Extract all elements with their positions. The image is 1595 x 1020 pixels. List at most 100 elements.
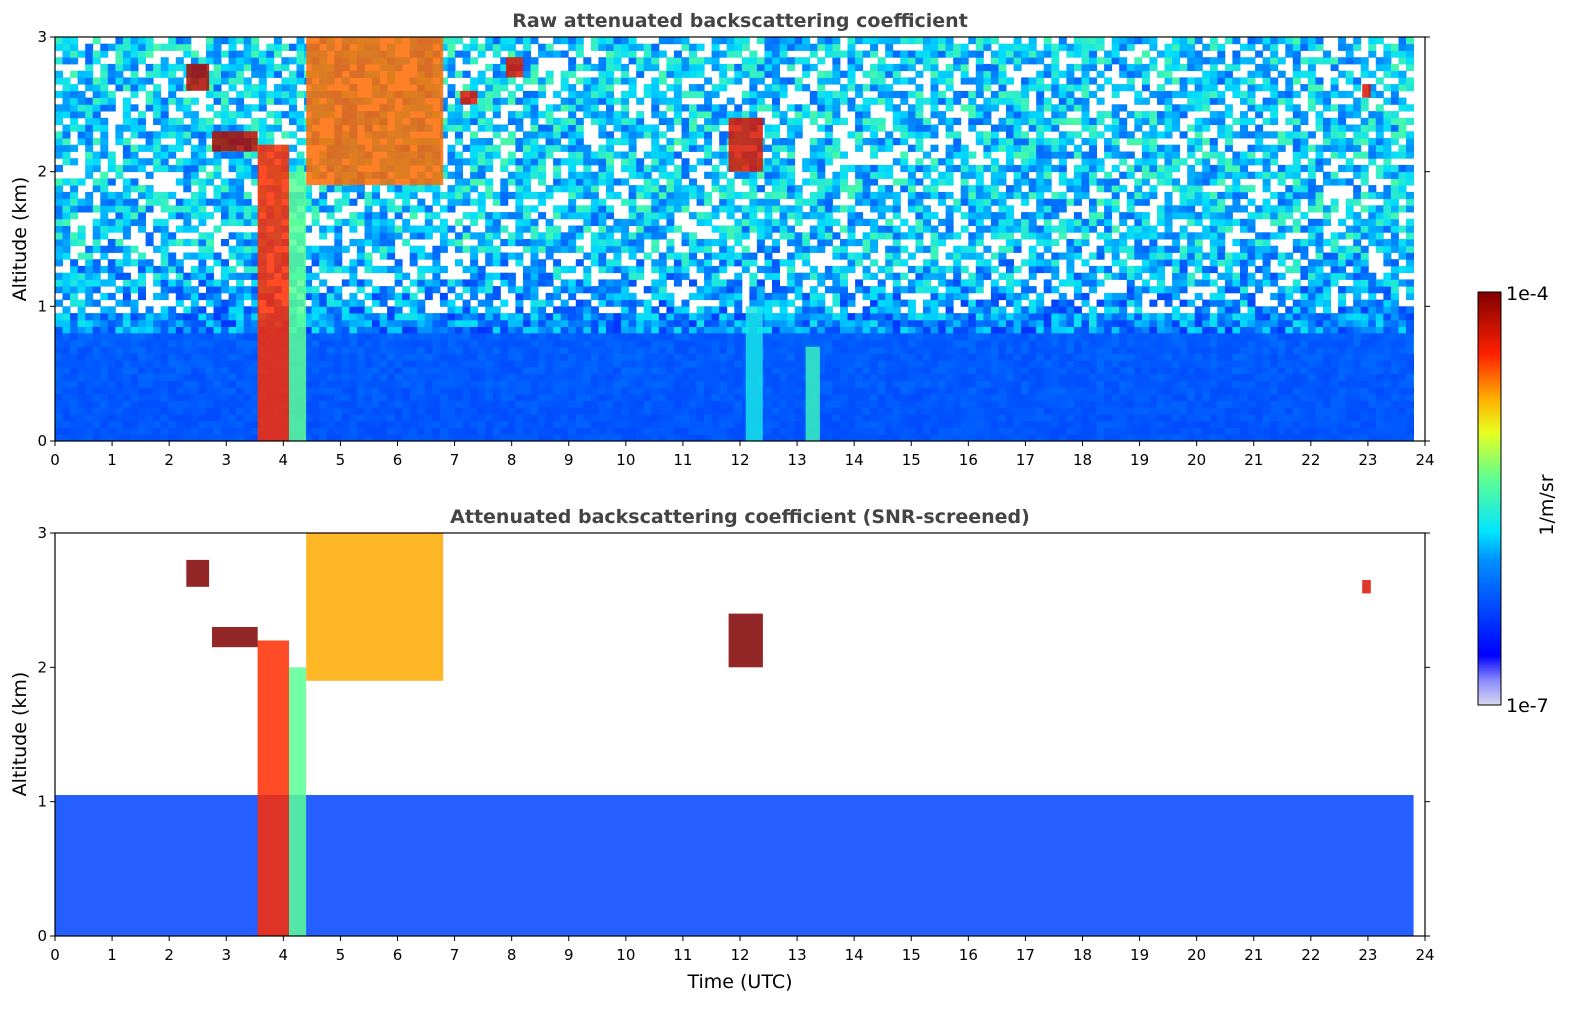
panel1-cell <box>477 313 486 321</box>
panel1-cell <box>334 239 343 247</box>
panel1-cell <box>107 43 116 51</box>
panel1-cell <box>470 198 479 206</box>
panel1-cell <box>153 265 162 274</box>
panel1-cell <box>764 124 773 132</box>
panel1-cell <box>236 306 245 314</box>
panel1-cell <box>809 232 818 240</box>
panel1-cell <box>273 117 282 125</box>
panel1-cell <box>85 63 94 72</box>
panel1-cell <box>772 205 780 213</box>
panel1-cell <box>568 43 577 51</box>
panel1-cell <box>485 218 494 226</box>
panel1-cell <box>583 144 592 152</box>
panel1-cell <box>643 57 652 65</box>
panel1-cell <box>236 111 245 119</box>
panel1-cell <box>711 185 720 193</box>
panel1-cell <box>115 50 124 58</box>
panel1-cell <box>417 279 426 287</box>
panel1-cell <box>817 70 826 78</box>
panel1-cell <box>296 151 305 159</box>
panel1-cell <box>840 306 848 314</box>
panel1-cell <box>221 212 229 220</box>
panel1-cell <box>402 313 411 321</box>
panel1-cell <box>304 292 313 301</box>
panel1-cell <box>696 265 705 274</box>
panel1-cell <box>100 252 109 260</box>
panel1-cell <box>70 205 79 213</box>
panel1-cell <box>523 313 531 321</box>
panel1-cell <box>666 252 675 260</box>
panel1-cell <box>538 239 547 247</box>
panel1-cell <box>55 198 63 206</box>
panel1-cell <box>545 245 554 253</box>
panel1-cell <box>198 306 207 314</box>
panel1-cell <box>213 319 222 327</box>
panel1-cell <box>341 245 350 253</box>
panel1-cell <box>258 138 267 146</box>
panel1-cell <box>168 43 177 51</box>
panel1-cell <box>734 43 743 51</box>
panel1-cell <box>530 265 539 274</box>
panel1-cell <box>221 117 229 125</box>
panel1-cell <box>236 57 245 65</box>
panel1-cell <box>228 178 237 186</box>
panel1-cell <box>704 279 713 287</box>
panel1-cell <box>289 104 297 112</box>
panel1-cell <box>296 50 305 58</box>
panel1-cell <box>85 292 94 301</box>
panel1-cell <box>130 158 139 166</box>
panel1-cell <box>651 90 660 99</box>
panel1-cell <box>681 306 690 314</box>
panel1-cell <box>538 299 547 307</box>
panel1-cell <box>85 272 94 280</box>
panel1-cell <box>447 171 456 179</box>
panel1-cell <box>364 198 373 206</box>
panel1-cell <box>492 50 501 58</box>
panel1-cell <box>507 77 516 85</box>
panel1-cell <box>107 70 116 78</box>
panel1-cell <box>251 299 260 307</box>
panel1-cell <box>492 286 501 294</box>
panel1-cell <box>107 205 116 213</box>
panel1-cell <box>500 164 509 173</box>
panel1-cell <box>296 164 305 173</box>
panel1-cell <box>575 90 584 99</box>
panel1-cell <box>138 37 146 45</box>
panel1-cell <box>85 252 94 260</box>
panel1-cell <box>553 212 562 220</box>
panel1-cell <box>636 225 645 233</box>
panel1-cell <box>568 205 577 213</box>
panel1-cell <box>311 252 320 260</box>
panel1-cell <box>711 111 720 119</box>
panel1-cell <box>817 279 826 287</box>
panel1-cell <box>409 225 418 233</box>
panel1-cell <box>92 151 101 159</box>
panel1-cell <box>779 313 788 321</box>
panel1-cell <box>689 252 697 260</box>
panel1-cell <box>719 144 728 152</box>
panel1-cell <box>651 218 660 226</box>
panel1-cell <box>85 326 94 334</box>
panel1-cell <box>92 37 101 45</box>
panel1-cell <box>145 239 154 247</box>
panel1-cell <box>311 319 320 327</box>
panel1-cell <box>492 326 501 334</box>
panel1-cell <box>221 286 229 294</box>
panel1-cell <box>492 191 501 200</box>
panel1-cell <box>764 171 773 179</box>
panel1-cell <box>183 185 192 193</box>
panel1-cell <box>439 265 448 274</box>
panel1-cell <box>334 245 343 253</box>
panel1-cell <box>621 50 630 58</box>
panel1-cell <box>734 232 743 240</box>
panel1-cell <box>221 63 229 72</box>
panel1-cell <box>100 185 109 193</box>
panel1-cell <box>636 259 645 267</box>
panel1-cell <box>500 198 509 206</box>
panel1-cell <box>364 232 373 240</box>
panel1-cell <box>590 313 599 321</box>
panel1-cell <box>613 286 622 294</box>
panel1-cell <box>138 144 146 152</box>
panel1-cell <box>485 178 494 186</box>
panel1-cell <box>107 265 116 274</box>
